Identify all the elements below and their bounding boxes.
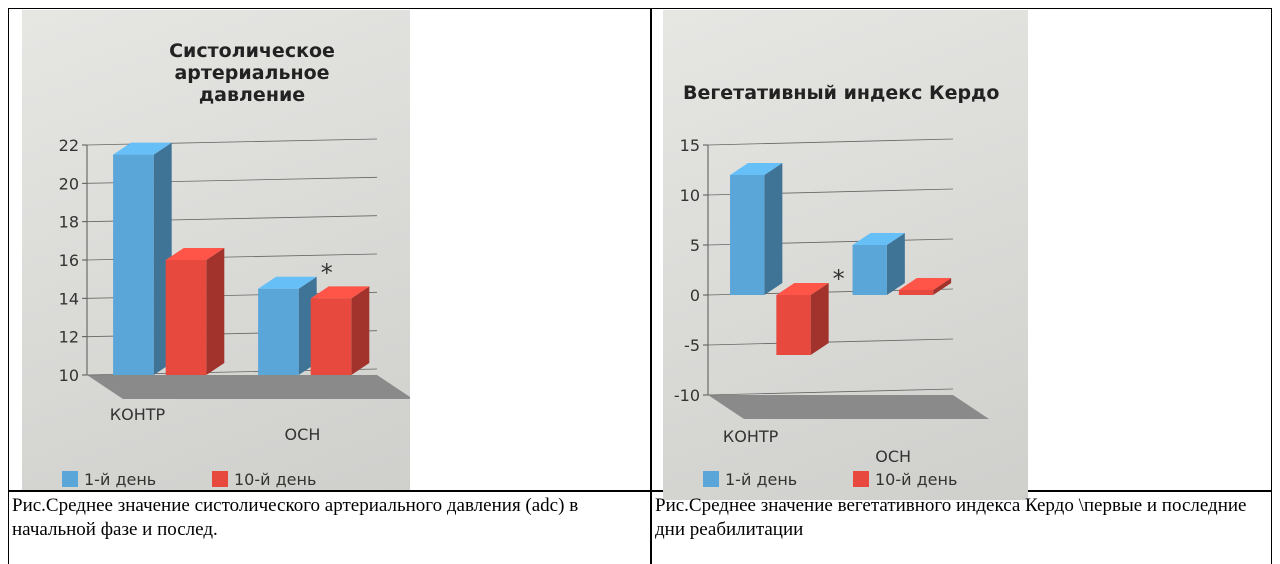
floor [87, 375, 410, 399]
y-tick-label: 14 [59, 289, 79, 308]
floor [708, 395, 989, 419]
legend-swatch [853, 471, 869, 487]
legend-label: 10-й день [875, 470, 957, 489]
column-divider [650, 8, 652, 564]
chart-photo: Систолическое артериальное давление 10 12… [22, 10, 410, 490]
grid-line [707, 388, 954, 396]
bar-side [886, 233, 905, 295]
chart: 10 12 14 16 18 20 22 КОНТР ОСН * 1-й день 10-й день [59, 136, 410, 489]
y-tick-label: 10 [680, 186, 700, 205]
chart-title: Систолическое артериальное давление [169, 40, 335, 106]
legend-swatch [62, 471, 78, 487]
y-tick-label: 15 [680, 136, 700, 155]
chart: -10 -5 0 5 10 15 КОНТР * ОСН 1-й день 10-й день [674, 136, 989, 489]
row-divider [8, 490, 1272, 492]
chart-photo: Вегетативный индекс Кердо -10 -5 0 5 10 15 КОН… [663, 10, 1028, 500]
bar [776, 295, 811, 355]
y-tick-label: 16 [59, 251, 79, 270]
y-tick-label: 10 [59, 366, 79, 385]
annotation: * [833, 265, 845, 293]
bar [730, 175, 765, 295]
x-tick-label: ОСН [285, 425, 321, 444]
bar-top [852, 233, 905, 245]
legend-swatch [212, 471, 228, 487]
bar [165, 260, 207, 375]
y-tick-label: 20 [59, 174, 79, 193]
x-tick-label: ОСН [875, 447, 911, 466]
grid-line [707, 138, 954, 146]
y-tick-label: 5 [690, 236, 700, 255]
bar-top [258, 276, 317, 289]
chart-title: Вегетативный индекс Кердо [683, 82, 1000, 104]
bar-top [310, 286, 370, 299]
legend-label: 1-й день [725, 470, 797, 489]
bar [310, 298, 352, 375]
grid-line [707, 338, 954, 346]
legend-label: 1-й день [84, 470, 156, 489]
y-tick-label: 22 [59, 136, 79, 155]
bar-side [933, 278, 952, 295]
bar-side [351, 286, 370, 375]
y-tick-label: -5 [684, 336, 700, 355]
bar [113, 154, 154, 375]
y-tick-label: 12 [59, 328, 79, 347]
bar [852, 245, 887, 295]
bar-top [730, 163, 783, 175]
annotation: * [321, 259, 333, 287]
table [8, 8, 1272, 564]
caption: Рис.Среднее значение вегетативного индек… [655, 495, 1247, 540]
legend-label: 10-й день [234, 470, 316, 489]
bar-side [810, 283, 829, 355]
caption: Рис.Среднее значение систолического арте… [12, 495, 579, 540]
legend-swatch [703, 471, 719, 487]
x-tick-label: КОНТР [110, 405, 166, 424]
bar [258, 288, 299, 375]
bar-top [113, 142, 172, 155]
bar-top [165, 248, 225, 260]
bar-side [206, 248, 225, 375]
y-tick-label: 0 [690, 286, 700, 305]
bar-top [898, 278, 952, 290]
x-tick-label: КОНТР [723, 427, 779, 446]
bar-side [764, 163, 783, 295]
bar [898, 290, 934, 295]
y-tick-label: -10 [674, 386, 700, 405]
bar-top [776, 283, 829, 295]
y-tick-label: 18 [59, 213, 79, 232]
